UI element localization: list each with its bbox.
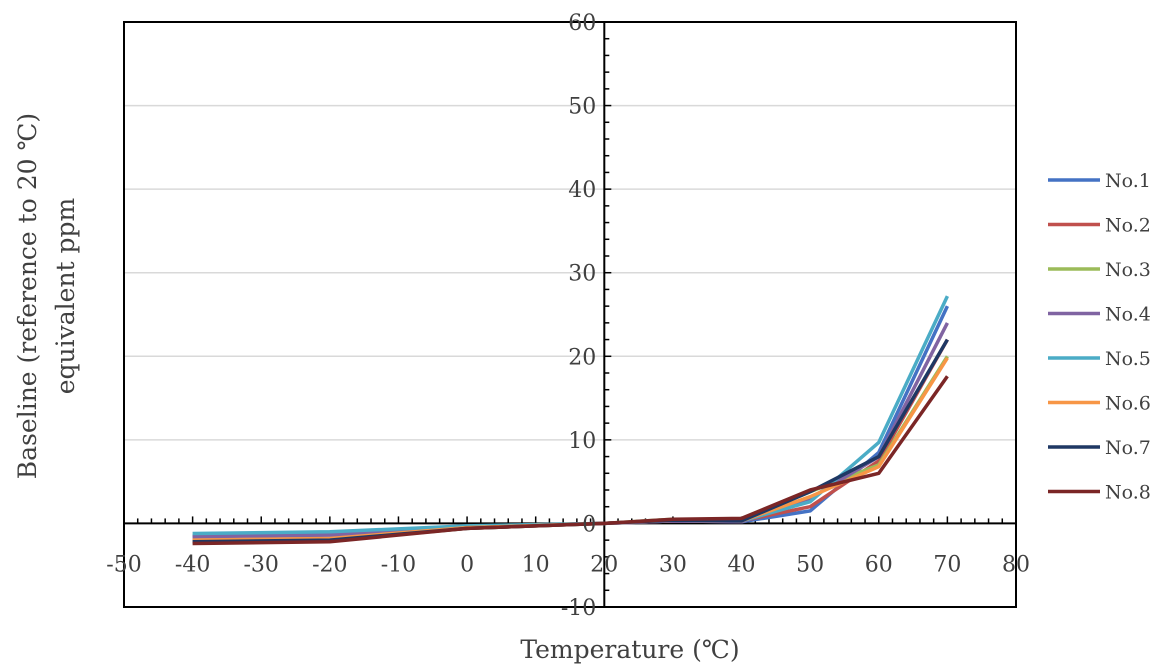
- x-tick-label: -50: [106, 552, 141, 577]
- series-line-no8: [192, 375, 949, 546]
- x-tick-label: -40: [175, 552, 210, 577]
- tick-labels: -50 -40 -30 -20 -10 0 10 20 30 40 50 60 70 80 -10 0 10 20…: [106, 11, 1030, 621]
- y-tick-label: -10: [561, 596, 596, 621]
- series-lines: [192, 295, 949, 546]
- x-tick-label: 20: [590, 552, 618, 577]
- legend-item: No.4: [1048, 304, 1151, 326]
- series-line-no5: [192, 295, 949, 536]
- y-tick-label: 0: [582, 512, 596, 537]
- y-tick-label: 20: [568, 345, 596, 370]
- legend-item: No.5: [1048, 348, 1151, 370]
- legend-label: No.1: [1105, 170, 1151, 192]
- y-tick-label: 10: [568, 429, 596, 454]
- legend-label: No.6: [1105, 393, 1151, 415]
- x-tick-label: 50: [796, 552, 824, 577]
- y-axis-title-line-2: equivalent ppm: [51, 197, 80, 394]
- gridlines: [124, 104, 1016, 441]
- legend-label: No.4: [1105, 304, 1151, 326]
- x-tick-label: 60: [865, 552, 893, 577]
- x-axis-title: Temperature (℃): [520, 635, 739, 664]
- y-tick-label: 50: [568, 95, 596, 120]
- legend-label: No.8: [1105, 482, 1151, 504]
- x-tick-label: 0: [460, 552, 474, 577]
- x-tick-label: 10: [522, 552, 550, 577]
- x-tick-label: 30: [659, 552, 687, 577]
- legend-label: No.7: [1105, 437, 1151, 459]
- x-tick-label: 80: [1002, 552, 1030, 577]
- legend-item: No.2: [1048, 215, 1151, 237]
- legend-label: No.2: [1105, 215, 1151, 237]
- series-line-no1: [192, 305, 949, 538]
- x-tick-label: -10: [381, 552, 416, 577]
- x-tick-label: 70: [933, 552, 961, 577]
- legend-item: No.3: [1048, 259, 1151, 281]
- x-tick-label: -30: [244, 552, 279, 577]
- legend-item: No.7: [1048, 437, 1151, 459]
- legend: No.1 No.2 No.3 No.4 No.5 No.6 No.7 No.8: [1048, 170, 1151, 504]
- y-tick-label: 30: [568, 262, 596, 287]
- plot-area-frame: [123, 21, 1017, 608]
- y-tick-label: 60: [568, 11, 596, 36]
- x-tick-label: 40: [728, 552, 756, 577]
- x-tick-label: -20: [312, 552, 347, 577]
- legend-item: No.8: [1048, 482, 1151, 504]
- legend-label: No.3: [1105, 259, 1151, 281]
- y-axis-title-line-1: Baseline (reference to 20 ℃): [13, 113, 42, 479]
- legend-label: No.5: [1105, 348, 1151, 370]
- legend-item: No.6: [1048, 393, 1151, 415]
- y-tick-label: 40: [568, 178, 596, 203]
- legend-item: No.1: [1048, 170, 1151, 192]
